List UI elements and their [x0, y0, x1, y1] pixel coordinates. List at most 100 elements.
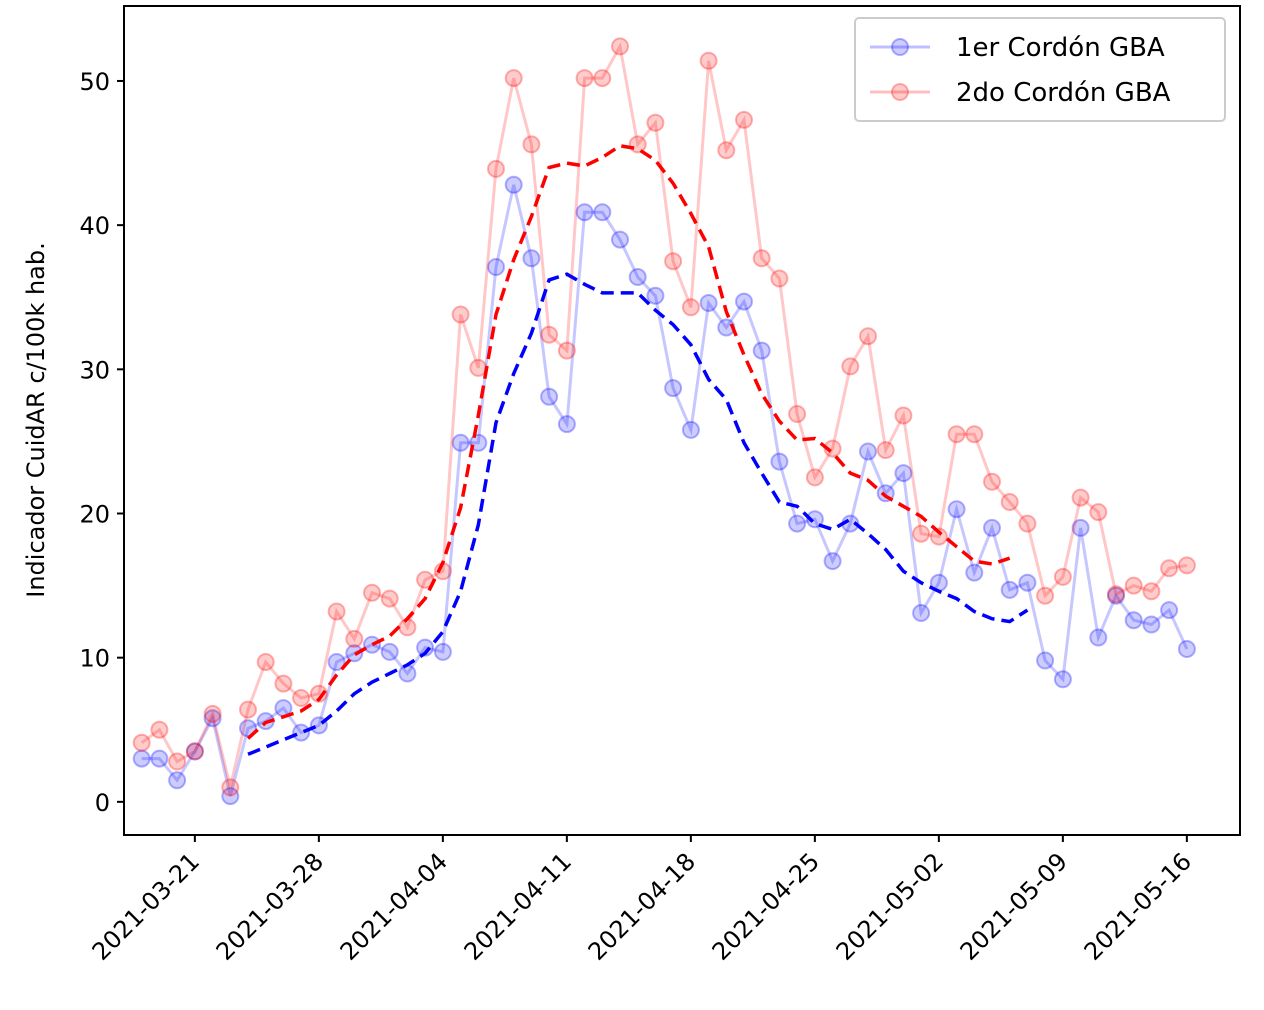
series-1-point [221, 778, 240, 797]
x-tick-label: 2021-05-02 [831, 847, 949, 965]
series-0-point [1142, 615, 1161, 634]
series-0-point [398, 664, 417, 683]
series-0-point [522, 249, 541, 268]
series-0-point [699, 294, 718, 312]
series-0-point [1124, 611, 1143, 630]
x-tick-label: 2021-04-04 [335, 847, 453, 965]
series-0-point [681, 420, 700, 439]
legend-marker-1er-cordon [891, 38, 909, 56]
series-1-point [947, 425, 966, 444]
series-1-point [1089, 503, 1108, 522]
series-1-point [1071, 488, 1090, 507]
series-1-point [256, 653, 275, 671]
series-0-point [752, 341, 771, 360]
series-1-point [876, 441, 895, 460]
series-0-point [1036, 651, 1055, 670]
series-1-point [1018, 514, 1037, 533]
y-axis: 0 10 20 30 40 50 [79, 68, 124, 817]
series-0-point [735, 292, 753, 311]
series-0-point [150, 749, 169, 768]
series-1-point [1036, 586, 1055, 605]
series-0-point [894, 464, 913, 483]
series-0-point [947, 500, 966, 519]
y-axis-label: Indicador CuidAR c/100k hab. [22, 242, 50, 598]
x-tick-label: 2021-04-25 [707, 847, 825, 965]
series-0-point [168, 771, 187, 790]
legend-box [854, 17, 1226, 122]
x-tick-label: 2021-03-28 [211, 847, 329, 965]
series-1-point [540, 325, 559, 344]
series-0-point [1053, 670, 1072, 689]
y-tick-label: 30 [79, 356, 110, 384]
series-1-point [1107, 585, 1125, 604]
series-0-point [646, 286, 665, 305]
x-tick-label: 2021-04-11 [459, 847, 577, 965]
series-0-point [540, 387, 559, 406]
series-1-point [345, 629, 364, 648]
series-0-point [770, 452, 789, 471]
legend: 1er Cordón GBA 2do Cordón GBA [854, 17, 1226, 122]
series-1-point [929, 527, 948, 546]
series-1-point [805, 468, 824, 487]
series-1-point [1177, 556, 1196, 575]
series-1-point [274, 674, 293, 693]
x-tick-label: 2021-05-09 [955, 847, 1073, 965]
series-1-point [735, 110, 753, 129]
series-0-point [469, 433, 488, 452]
series-1-point [522, 135, 541, 154]
series-0-point [451, 433, 470, 452]
series-1-point [292, 689, 311, 707]
series-2-smoothed-line [247, 272, 1029, 756]
series-1-point [363, 583, 381, 602]
series-1-point [912, 524, 931, 543]
series-0-point [912, 604, 931, 622]
series-0-point [575, 203, 594, 222]
series-0-point [203, 709, 222, 728]
series-1-point [664, 252, 683, 271]
series-0-point [859, 442, 877, 461]
series-1-point [1142, 582, 1161, 601]
legend-label-2do-cordon: 2do Cordón GBA [956, 78, 1171, 108]
x-axis: 2021-03-21 2021-03-28 2021-04-04 2021-04-11… [87, 835, 1197, 966]
series-0-point [416, 638, 435, 657]
series-1-point [575, 69, 594, 88]
series-0-point [593, 203, 612, 222]
series-1-point [717, 141, 736, 160]
series-0-point [1071, 518, 1090, 537]
series-0-point [380, 642, 399, 661]
axes-frame [123, 5, 1241, 836]
series-1-point [752, 249, 771, 268]
series-0-point [664, 379, 683, 398]
x-tick-label: 2021-03-21 [87, 847, 205, 965]
series-1-point [132, 733, 151, 752]
series-1-point [1053, 567, 1072, 586]
series-1-point [593, 69, 612, 88]
series-0-point [788, 514, 807, 533]
series-0-point [221, 787, 240, 806]
series-3-smoothed-line [246, 143, 1011, 740]
series-1-point [788, 405, 807, 423]
series-1-point [699, 51, 718, 70]
series-0-point [1107, 586, 1125, 605]
series-0-point [1000, 580, 1019, 599]
series-0-point [983, 518, 1001, 537]
plot-area [132, 37, 1196, 806]
x-tick-label: 2021-05-16 [1079, 847, 1197, 965]
series-1-point [841, 357, 860, 376]
y-tick-label: 40 [79, 212, 110, 240]
series-0-point [557, 415, 576, 434]
series-1-point [150, 720, 169, 739]
series-0-point [132, 749, 151, 768]
series-1-point [185, 742, 204, 761]
series-0-point [487, 258, 505, 276]
series-0-point [611, 230, 629, 249]
series-1-point [859, 327, 877, 346]
legend-marker-2do-cordon [891, 83, 909, 101]
series-1-point [203, 704, 222, 723]
series-1-point [965, 425, 984, 444]
series-0-point [292, 723, 311, 742]
series-1-point [239, 700, 257, 719]
series-1-point [983, 472, 1001, 491]
series-0-point [823, 552, 842, 571]
